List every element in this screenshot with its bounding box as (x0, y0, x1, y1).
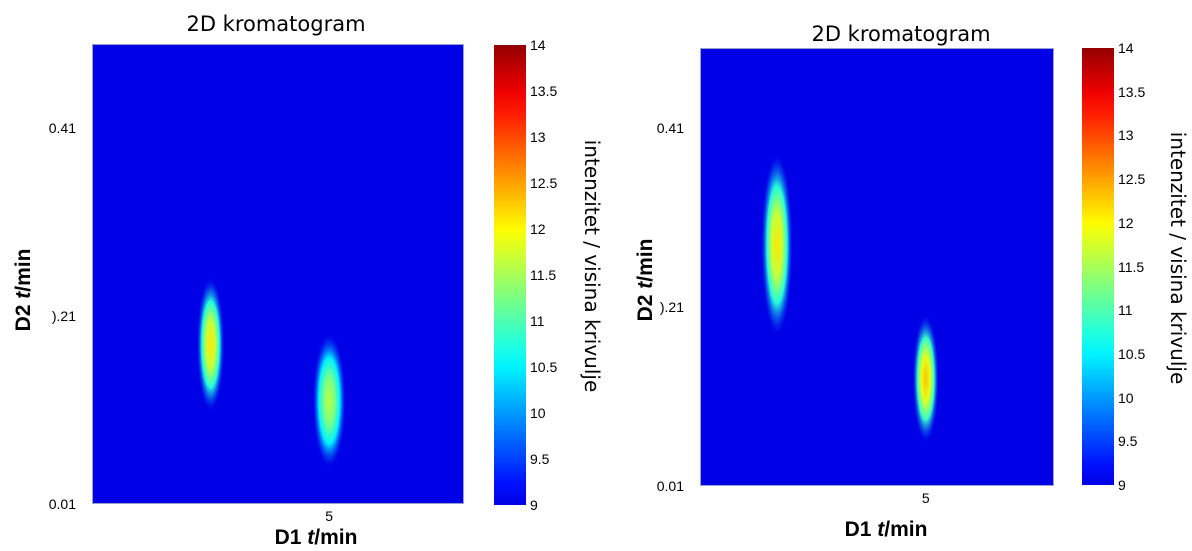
y-axis-label-prefix: D2 (634, 288, 657, 322)
colorbar-tick-label: 9 (1118, 477, 1126, 493)
colorbar-tick-label: 11 (530, 313, 545, 329)
plot-frame (700, 48, 1054, 486)
colorbar-tick-label: 14 (530, 37, 546, 53)
heatmap-background (92, 44, 464, 504)
colorbar (1082, 48, 1114, 485)
x-axis-label-var: t (877, 518, 885, 541)
x-axis-label-unit: /min (884, 518, 928, 541)
y-axis-label-unit: /min (12, 248, 35, 292)
colorbar-svg (494, 45, 526, 505)
plot-area (92, 44, 464, 504)
heatmap-svg (92, 44, 464, 504)
chart-title: 2D kromatogram (811, 22, 991, 46)
y-axis-label-var: t (634, 281, 657, 289)
x-tick-label: 5 (325, 508, 334, 524)
x-tick-label: 5 (921, 490, 930, 506)
colorbar-tick-label: 13.5 (530, 83, 558, 99)
y-axis-label-unit: /min (634, 238, 657, 282)
heatmap-background (700, 48, 1054, 486)
heatmap-peak (313, 335, 346, 467)
colorbar-tick-label: 10.5 (1118, 345, 1146, 362)
heatmap-svg (700, 48, 1054, 486)
colorbar-tick-label: 11.5 (1118, 258, 1145, 275)
x-axis-label: D1 t/min (845, 518, 928, 542)
colorbar-tick-label: 9.5 (1118, 433, 1138, 450)
colorbar-tick-label: 13 (1118, 127, 1134, 144)
colorbar (494, 45, 526, 505)
y-tick-label: ).21 (659, 299, 684, 316)
colorbar-tick-label: 12.5 (1118, 171, 1146, 188)
colorbar-tick-label: 10 (1118, 389, 1134, 406)
y-tick-label: 0.01 (48, 496, 76, 512)
x-axis-label-unit: /min (314, 526, 358, 549)
y-axis-label: D2 t/min (634, 239, 658, 322)
colorbar-tick-label: 12 (530, 221, 546, 237)
x-axis-label-var: t (307, 526, 315, 549)
colorbar-gradient (1082, 48, 1114, 485)
colorbar-tick-label: 13.5 (1118, 83, 1146, 100)
chart-panel-2: 2D kromatogram D2 t/min D1 t/min intenzi… (596, 0, 1192, 551)
chart-panel-1: 2D kromatogram D2 t/min D1 t/min intenzi… (12, 12, 604, 550)
colorbar-tick-label: 10.5 (530, 359, 558, 375)
heatmap-peak (761, 155, 793, 335)
x-axis-label-prefix: D1 (274, 526, 308, 549)
colorbar-tick-label: 14 (1118, 40, 1134, 56)
x-axis-label: D1 t/min (275, 526, 358, 550)
plot-area (700, 48, 1054, 486)
heatmap-peak (912, 316, 939, 442)
y-axis-label: D2 t/min (12, 249, 36, 332)
y-tick-label: 0.41 (48, 120, 76, 137)
colorbar-tick-label: 9.5 (530, 451, 550, 467)
colorbar-tick-label: 13 (530, 129, 546, 145)
y-tick-label: 0.41 (656, 120, 684, 137)
y-tick-label: 0.01 (656, 478, 684, 494)
colorbar-label: intenzitet / visina krivulje (1166, 131, 1190, 385)
colorbar-tick-label: 9 (530, 497, 538, 513)
chart-title: 2D kromatogram (186, 12, 366, 36)
y-axis-label-prefix: D2 (12, 298, 35, 332)
colorbar-tick-label: 10 (530, 405, 546, 421)
colorbar-svg (1082, 48, 1114, 485)
y-axis-label-var: t (12, 291, 35, 299)
colorbar-tick-label: 11.5 (530, 267, 557, 283)
colorbar-tick-label: 12 (1118, 214, 1134, 231)
heatmap-peak (197, 278, 225, 411)
y-tick-label: ).21 (51, 308, 76, 325)
colorbar-tick-label: 12.5 (530, 175, 558, 191)
colorbar-gradient (494, 45, 526, 505)
plot-frame (92, 44, 464, 504)
x-axis-label-prefix: D1 (844, 518, 878, 541)
colorbar-tick-label: 11 (1118, 302, 1133, 319)
